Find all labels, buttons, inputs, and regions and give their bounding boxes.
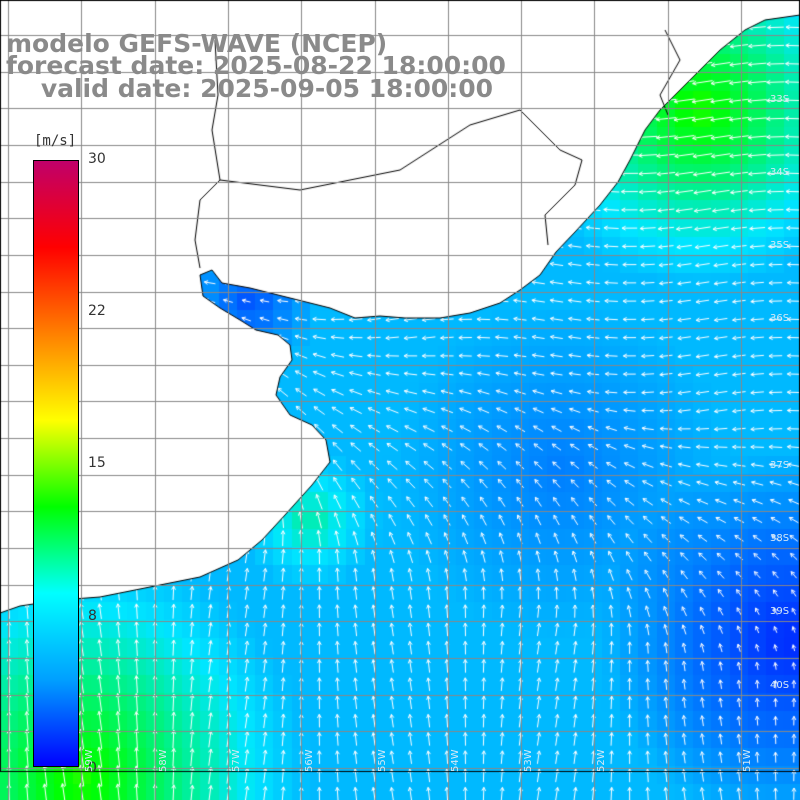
- colorbar-tick-8: 8: [88, 608, 97, 624]
- lat-label: 37S: [770, 460, 790, 471]
- colorbar-tick-0: 0: [88, 760, 97, 776]
- lat-label: 35S: [770, 240, 790, 251]
- lon-label: 52W: [596, 749, 607, 772]
- lat-label: 40S: [770, 680, 790, 691]
- lat-label: 36S: [770, 313, 790, 324]
- colorbar-unit: [m/s]: [34, 133, 77, 149]
- lon-label: 59W: [84, 749, 95, 772]
- title-valid-date: valid date: 2025-09-05 18:00:00: [6, 74, 494, 103]
- lon-label: 57W: [231, 749, 242, 772]
- colorbar-tick-30: 30: [88, 151, 106, 167]
- lon-label: 56W: [304, 749, 315, 772]
- title-model: modelo GEFS-WAVE (NCEP): [6, 29, 388, 58]
- lon-label: 55W: [377, 749, 388, 772]
- title-forecast-date: forecast date: 2025-08-22 18:00:00: [6, 51, 506, 80]
- lon-label: 51W: [742, 749, 753, 772]
- lon-label: 53W: [523, 749, 534, 772]
- lat-label: 34S: [770, 167, 790, 178]
- lon-label: 54W: [450, 749, 461, 772]
- lat-label: 33S: [770, 94, 790, 105]
- lon-label: 58W: [158, 749, 169, 772]
- colorbar-tick-22: 22: [88, 303, 106, 319]
- lat-label: 39S: [770, 606, 790, 617]
- colorbar-tick-15: 15: [88, 455, 106, 471]
- colorbar: [33, 160, 79, 767]
- lat-label: 38S: [770, 533, 790, 544]
